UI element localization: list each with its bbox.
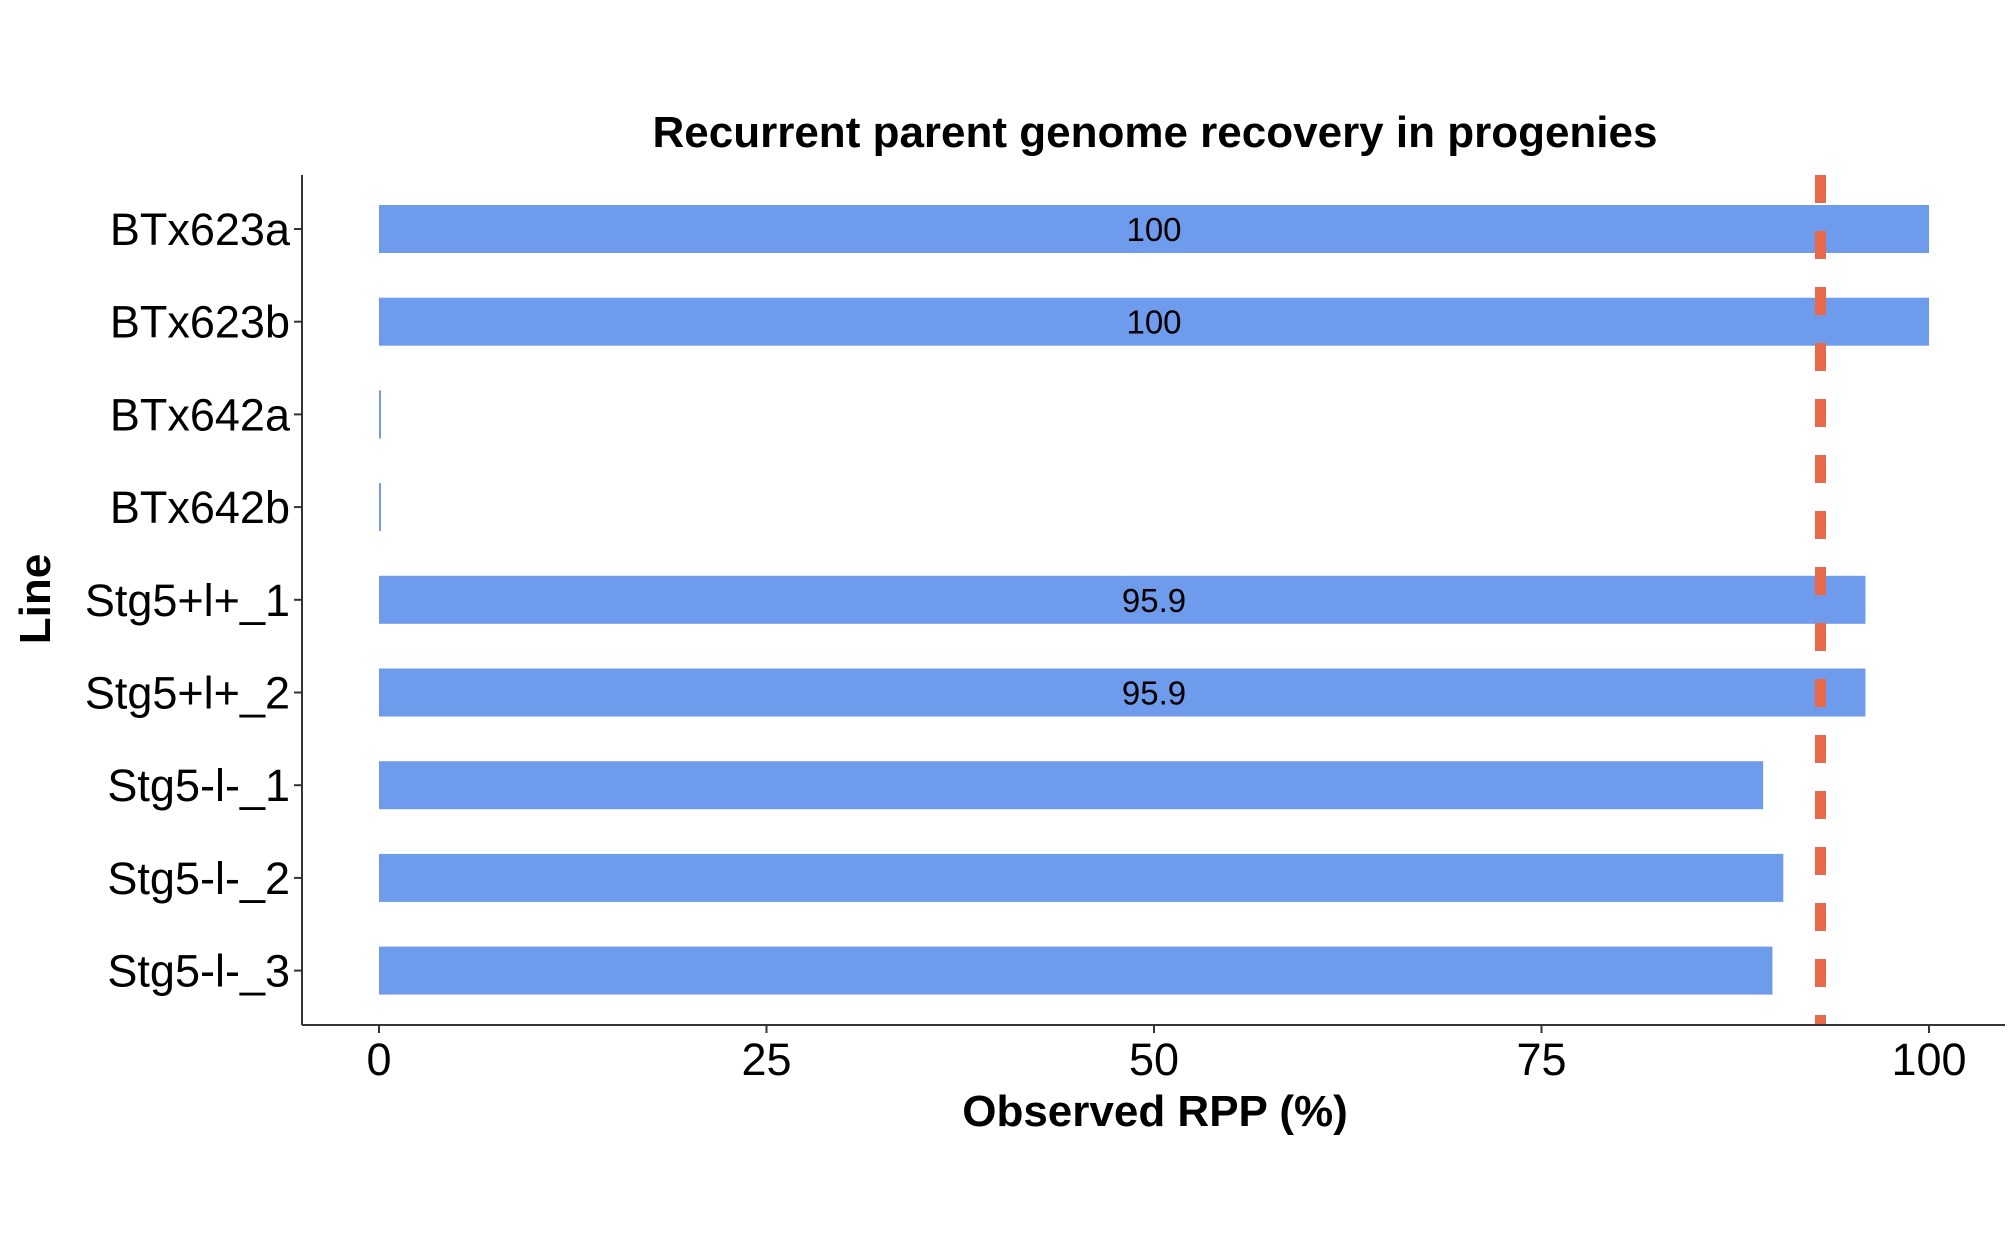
y-tick-label: Stg5-l-_2 bbox=[107, 853, 290, 904]
data-label: 95.9 bbox=[1122, 582, 1186, 619]
data-label: 100 bbox=[1126, 304, 1181, 341]
x-tick-label: 0 bbox=[366, 1034, 391, 1085]
chart-title: Recurrent parent genome recovery in prog… bbox=[653, 108, 1658, 157]
y-tick-label: Stg5+l+_2 bbox=[85, 668, 290, 719]
y-tick-label: Stg5+l+_1 bbox=[85, 575, 290, 626]
y-tick-label: Stg5-l-_1 bbox=[107, 760, 290, 811]
bar bbox=[379, 575, 1866, 624]
x-tick-label: 75 bbox=[1516, 1034, 1566, 1085]
bar bbox=[379, 483, 381, 532]
y-axis-ticks: BTx623a BTx623b BTx642a BTx642b Stg5+l+_1 Stg… bbox=[85, 204, 302, 997]
bar bbox=[379, 390, 381, 439]
y-tick-label: BTx623a bbox=[110, 204, 291, 255]
data-labels-group: 100 100 95.9 95.9 bbox=[1122, 211, 1186, 712]
y-tick-label: Stg5-l-_3 bbox=[107, 946, 290, 997]
x-tick-label: 50 bbox=[1129, 1034, 1179, 1085]
bar bbox=[379, 668, 1866, 717]
bar bbox=[379, 761, 1764, 810]
data-label: 100 bbox=[1126, 211, 1181, 248]
x-axis-title: Observed RPP (%) bbox=[962, 1087, 1348, 1136]
x-tick-label: 25 bbox=[741, 1034, 791, 1085]
bars-group bbox=[379, 205, 1929, 995]
y-tick-label: BTx642a bbox=[110, 389, 291, 440]
y-tick-label: BTx642b bbox=[110, 482, 290, 533]
y-axis-title: Line bbox=[11, 554, 60, 644]
bar bbox=[379, 297, 1929, 346]
bar bbox=[379, 946, 1773, 995]
y-tick-label: BTx623b bbox=[110, 297, 290, 348]
bar bbox=[379, 205, 1929, 253]
bar bbox=[379, 853, 1784, 902]
x-tick-label: 100 bbox=[1891, 1034, 1966, 1085]
data-label: 95.9 bbox=[1122, 675, 1186, 712]
x-axis-ticks: 0 25 50 75 100 bbox=[366, 1025, 1967, 1085]
